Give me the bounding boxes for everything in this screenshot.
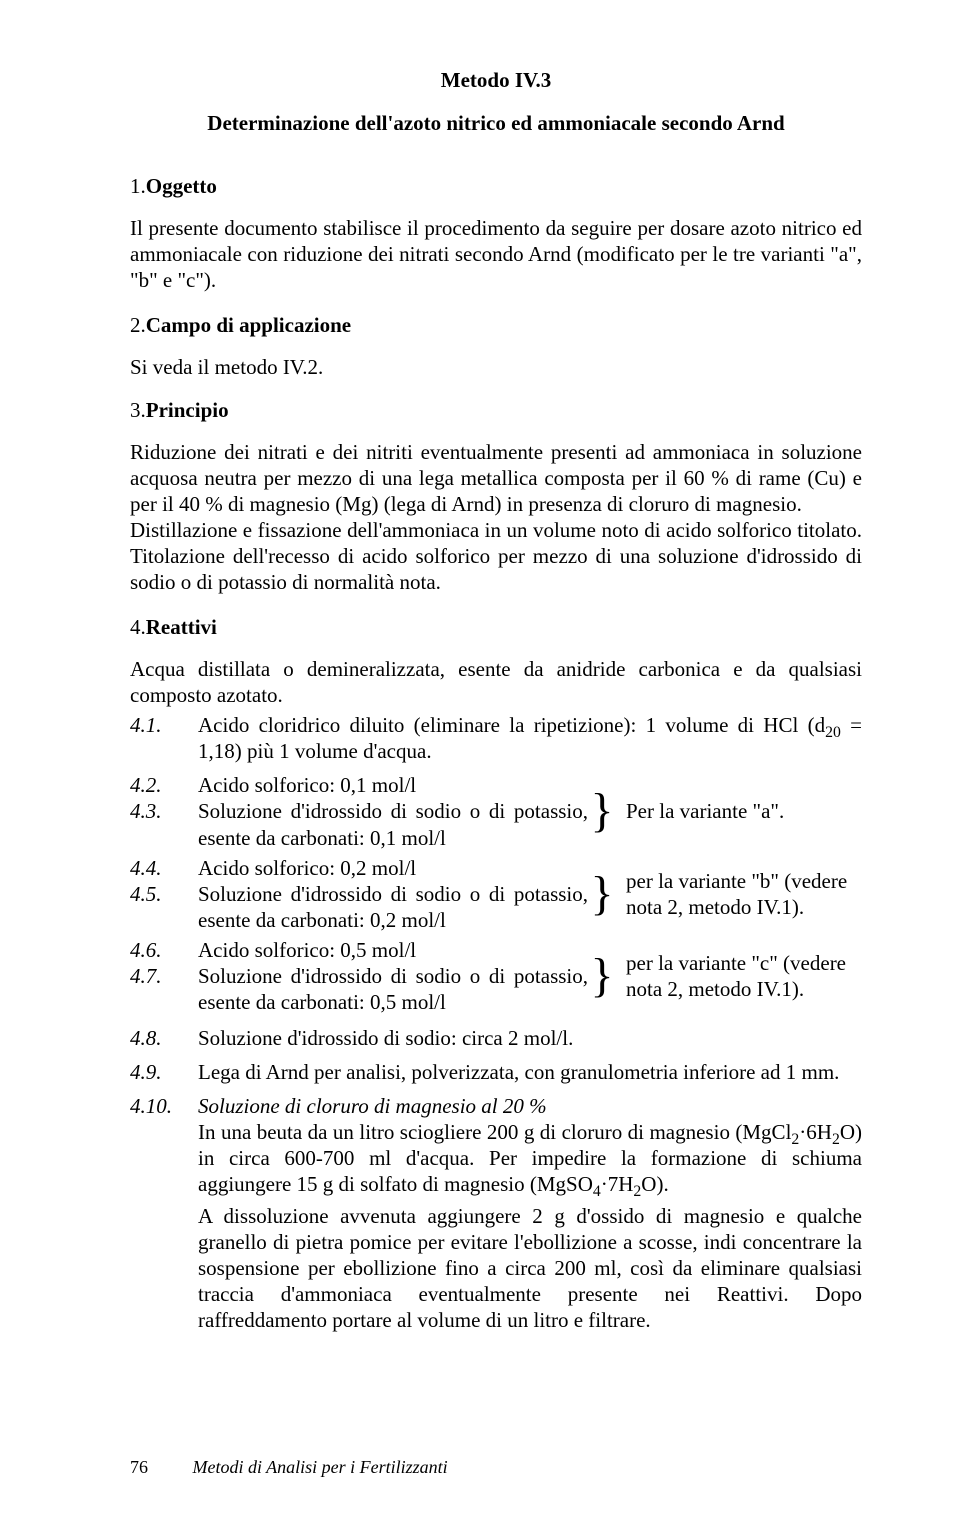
reagent-4-8: 4.8. Soluzione d'idrossido di sodio: cir… [130,1025,862,1051]
paragraph-3b: Distillazione e fissazione dell'ammoniac… [130,517,862,595]
section-4-heading: 4. Reattivi [130,615,862,640]
reagent-4-10-para-a: In una beuta da un litro sciogliere 200 … [198,1119,862,1197]
variant-c-label: per la variante "c" (vedere nota 2, meto… [616,937,862,1015]
reagent-4-10-a4: ·7H [601,1172,634,1196]
brace-icon: } [588,772,616,850]
reagent-4-10-sub3: 4 [593,1183,601,1200]
document-id: Metodo IV.3 [130,68,862,93]
paragraph-3a: Riduzione dei nitrati e dei nitriti even… [130,439,862,517]
section-2-heading: 2. Campo di applicazione [130,313,862,338]
section-1-heading: 1. Oggetto [130,174,862,199]
reagent-4-10-head: Soluzione di cloruro di magnesio al 20 % [198,1093,862,1119]
page-number: 76 [130,1457,188,1478]
reagent-4-1: 4.1. Acido cloridrico diluito (eliminare… [130,712,862,764]
section-3-heading: 3. Principio [130,398,862,423]
section-2-label: Campo di applicazione [146,313,351,338]
reagent-4-3-number: 4.3. [130,798,198,850]
section-1-number: 1. [130,174,146,199]
reagent-4-2-text: Acido solforico: 0,1 mol/l [198,772,588,798]
reagent-4-7: 4.7. Soluzione d'idrossido di sodio o di… [130,963,588,1015]
paragraph-1: Il presente documento stabilisce il proc… [130,215,862,293]
page: Metodo IV.3 Determinazione dell'azoto ni… [0,0,960,1528]
page-footer: 76 Metodi di Analisi per i Fertilizzanti [130,1457,448,1478]
reagent-4-3: 4.3. Soluzione d'idrossido di sodio o di… [130,798,588,850]
reagent-4-6-number: 4.6. [130,937,198,963]
reagent-4-1-text-a: Acido cloridrico diluito (eliminare la r… [198,713,825,737]
reagent-4-5-number: 4.5. [130,881,198,933]
reagent-4-7-number: 4.7. [130,963,198,1015]
variant-b-group: 4.4. Acido solforico: 0,2 mol/l 4.5. Sol… [130,855,862,933]
section-3-label: Principio [146,398,229,423]
reagent-4-1-text: Acido cloridrico diluito (eliminare la r… [198,712,862,764]
reagent-4-4-text: Acido solforico: 0,2 mol/l [198,855,588,881]
section-2-number: 2. [130,313,146,338]
reagent-4-9-text: Lega di Arnd per analisi, polverizzata, … [198,1059,862,1085]
variant-a-label: Per la variante "a". [616,772,862,850]
reagent-4-6: 4.6. Acido solforico: 0,5 mol/l [130,937,588,963]
reagent-4-2: 4.2. Acido solforico: 0,1 mol/l [130,772,588,798]
paragraph-4-intro: Acqua distillata o demineralizzata, esen… [130,656,862,708]
reagent-4-10-a2: ·6H [799,1120,832,1144]
variant-c-left: 4.6. Acido solforico: 0,5 mol/l 4.7. Sol… [130,937,588,1015]
reagent-4-10-a1: In una beuta da un litro sciogliere 200 … [198,1120,791,1144]
reagent-4-5-text: Soluzione d'idrossido di sodio o di pota… [198,881,588,933]
variant-c-group: 4.6. Acido solforico: 0,5 mol/l 4.7. Sol… [130,937,862,1015]
reagent-4-4: 4.4. Acido solforico: 0,2 mol/l [130,855,588,881]
reagent-4-10-number: 4.10. [130,1093,198,1333]
reagent-4-6-text: Acido solforico: 0,5 mol/l [198,937,588,963]
reagent-4-9-number: 4.9. [130,1059,198,1085]
reagent-4-10-body: Soluzione di cloruro di magnesio al 20 %… [198,1093,862,1333]
variant-b-left: 4.4. Acido solforico: 0,2 mol/l 4.5. Sol… [130,855,588,933]
section-3-number: 3. [130,398,146,423]
reagent-4-10-a5: O). [641,1172,668,1196]
variant-a-left: 4.2. Acido solforico: 0,1 mol/l 4.3. Sol… [130,772,588,850]
reagent-4-10: 4.10. Soluzione di cloruro di magnesio a… [130,1093,862,1333]
title-block: Metodo IV.3 Determinazione dell'azoto ni… [130,68,862,136]
paragraph-2: Si veda il metodo IV.2. [130,354,862,380]
footer-title: Metodi di Analisi per i Fertilizzanti [193,1457,448,1477]
reagent-4-1-sub: 20 [825,725,841,742]
reagent-4-10-para-b: A dissoluzione avvenuta aggiungere 2 g d… [198,1203,862,1333]
section-4-label: Reattivi [146,615,217,640]
section-1-label: Oggetto [146,174,217,199]
reagent-4-2-number: 4.2. [130,772,198,798]
reagent-4-8-text: Soluzione d'idrossido di sodio: circa 2 … [198,1025,862,1051]
reagent-4-7-text: Soluzione d'idrossido di sodio o di pota… [198,963,588,1015]
variant-a-group: 4.2. Acido solforico: 0,1 mol/l 4.3. Sol… [130,772,862,850]
reagent-4-9: 4.9. Lega di Arnd per analisi, polverizz… [130,1059,862,1085]
reagent-4-8-number: 4.8. [130,1025,198,1051]
reagent-4-3-text: Soluzione d'idrossido di sodio o di pota… [198,798,588,850]
brace-icon: } [588,855,616,933]
document-title: Determinazione dell'azoto nitrico ed amm… [130,111,862,136]
reagent-4-4-number: 4.4. [130,855,198,881]
reagent-4-1-number: 4.1. [130,712,198,764]
variant-b-label: per la variante "b" (vedere nota 2, meto… [616,855,862,933]
brace-icon: } [588,937,616,1015]
section-4-number: 4. [130,615,146,640]
reagent-4-5: 4.5. Soluzione d'idrossido di sodio o di… [130,881,588,933]
